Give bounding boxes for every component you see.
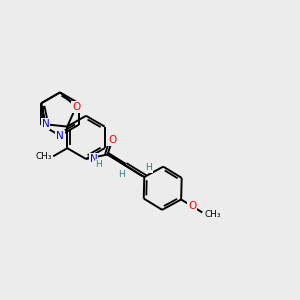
Text: O: O	[72, 102, 80, 112]
Text: H: H	[146, 164, 152, 172]
Text: N: N	[90, 154, 97, 164]
Text: H: H	[95, 160, 102, 169]
Text: N: N	[42, 119, 50, 129]
Text: O: O	[188, 201, 196, 211]
Text: H: H	[118, 170, 125, 179]
Text: CH₃: CH₃	[35, 152, 52, 161]
Text: CH₃: CH₃	[205, 209, 221, 218]
Text: O: O	[108, 135, 116, 146]
Text: N: N	[56, 130, 64, 141]
